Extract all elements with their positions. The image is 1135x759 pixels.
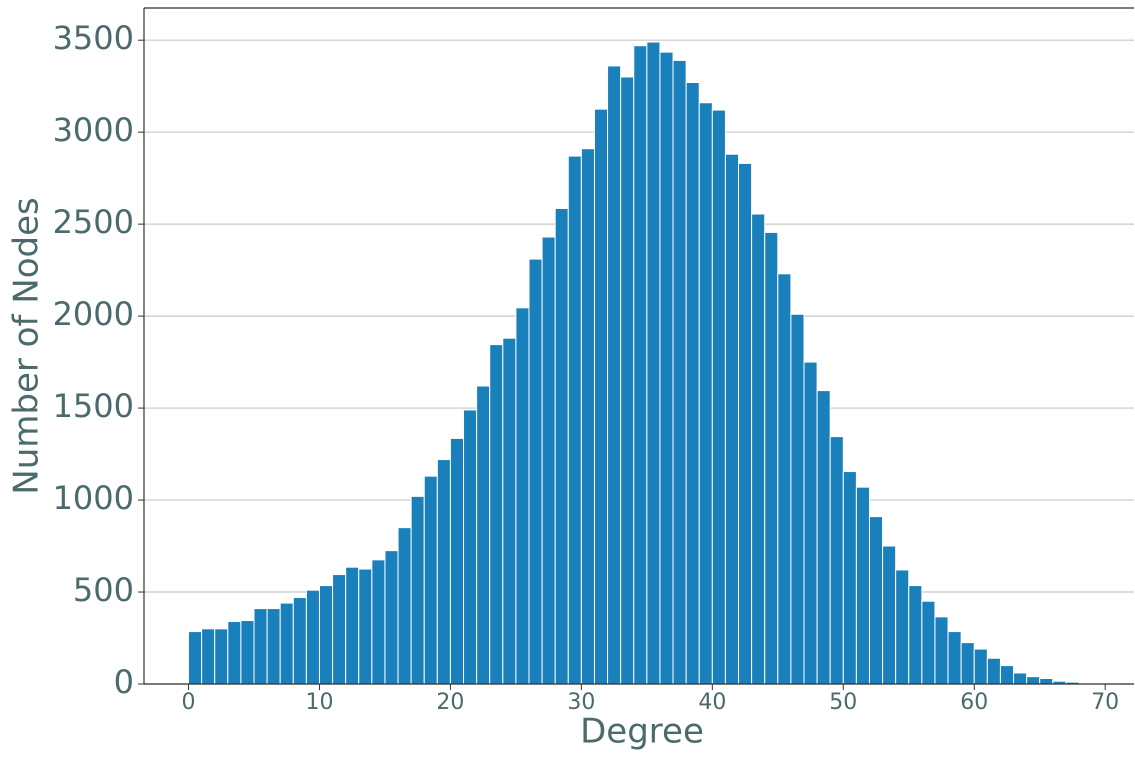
x-axis-label: Degree — [580, 712, 704, 752]
bar — [529, 259, 542, 684]
bar — [673, 60, 686, 684]
y-tick-label: 500 — [73, 571, 134, 609]
y-tick-label: 1000 — [53, 479, 134, 517]
bar — [346, 567, 359, 684]
bar — [739, 163, 752, 684]
bar — [791, 314, 804, 684]
bar — [1000, 666, 1013, 684]
bar — [568, 156, 581, 684]
bar — [608, 66, 621, 684]
bar — [922, 601, 935, 684]
bar — [333, 575, 346, 684]
bar — [398, 528, 411, 684]
bar — [241, 621, 254, 684]
bar — [883, 546, 896, 684]
bar — [202, 629, 215, 684]
y-axis-label: Number of Nodes — [7, 197, 47, 494]
bar — [725, 154, 738, 684]
bar — [817, 391, 830, 684]
x-tick-label: 0 — [182, 690, 196, 715]
x-tick-label: 30 — [567, 690, 595, 715]
bar — [228, 621, 241, 684]
bar — [1040, 678, 1053, 684]
bar — [359, 569, 372, 684]
bar — [411, 496, 424, 684]
bar — [555, 209, 568, 684]
bar — [189, 632, 202, 684]
bar — [594, 109, 607, 684]
bar — [464, 410, 477, 684]
bar — [372, 560, 385, 684]
bar — [909, 586, 922, 684]
bar — [765, 232, 778, 684]
x-tick-label: 60 — [960, 690, 988, 715]
x-tick-label: 20 — [436, 690, 464, 715]
x-tick-label: 70 — [1091, 690, 1119, 715]
bar — [686, 82, 699, 684]
bar — [961, 643, 974, 684]
bar — [306, 590, 319, 684]
bar — [935, 617, 948, 684]
bar — [490, 345, 503, 684]
bar — [254, 609, 267, 684]
y-tick-label: 2000 — [53, 295, 134, 333]
bar — [385, 551, 398, 684]
bar — [293, 598, 306, 684]
bar — [856, 487, 869, 684]
y-tick-label: 0 — [114, 663, 134, 701]
bar — [503, 338, 516, 684]
x-tick-label: 40 — [698, 690, 726, 715]
bar — [516, 308, 529, 684]
bar — [712, 110, 725, 684]
bar — [621, 77, 634, 684]
bar — [267, 609, 280, 684]
bar — [215, 629, 228, 684]
bar — [581, 149, 594, 684]
bar — [830, 437, 843, 684]
bar — [424, 476, 437, 684]
bar — [869, 517, 882, 684]
x-tick-label: 50 — [829, 690, 857, 715]
bar — [280, 603, 293, 684]
bar — [1014, 673, 1027, 684]
bar — [450, 438, 463, 684]
bar — [896, 570, 909, 684]
bar — [843, 472, 856, 684]
bar — [660, 52, 673, 684]
y-tick-label: 3000 — [53, 111, 134, 149]
bar — [437, 460, 450, 684]
y-tick-label: 3500 — [53, 19, 134, 57]
bar — [1027, 677, 1040, 684]
bar — [778, 274, 791, 684]
bar — [948, 632, 961, 684]
bar — [974, 649, 987, 684]
bar — [699, 103, 712, 684]
bar — [477, 386, 490, 684]
bar — [987, 658, 1000, 684]
bar — [804, 362, 817, 684]
bar — [319, 586, 332, 684]
bar — [752, 214, 765, 684]
bar — [647, 42, 660, 684]
y-tick-label: 2500 — [53, 203, 134, 241]
bar — [634, 46, 647, 684]
bar — [542, 237, 555, 684]
y-tick-label: 1500 — [53, 387, 134, 425]
x-tick-label: 10 — [305, 690, 333, 715]
